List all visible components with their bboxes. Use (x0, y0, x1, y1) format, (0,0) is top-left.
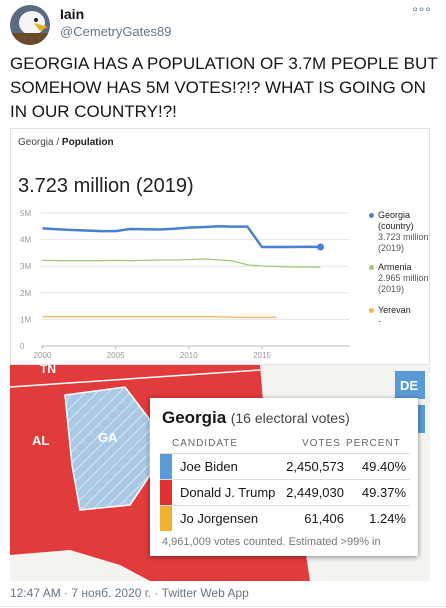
candidate-name: Joe Biden (180, 459, 238, 474)
y-tick-label: 2M (20, 289, 31, 298)
divider (0, 606, 446, 607)
series-line (42, 225, 321, 249)
candidate-row: Joe Biden 2,450,573 49.40% (160, 453, 410, 479)
header: CANDIDATE (172, 438, 239, 449)
legend-name: Georgia (country) (378, 210, 414, 231)
candidate-name: Jo Jorgensen (180, 511, 259, 526)
legend-name: Yerevan (378, 305, 411, 315)
more-menu[interactable]: °°° (412, 4, 432, 20)
avatar[interactable] (10, 5, 50, 45)
percent: 49.37% (361, 485, 406, 500)
series-line (42, 316, 277, 318)
candidate-name: Donald J. Trump (180, 485, 276, 500)
candidate-row: Jo Jorgensen 61,406 1.24% (160, 505, 410, 531)
map-label: TN (40, 365, 56, 376)
legend-note: (2019) (378, 243, 405, 253)
de-box[interactable] (395, 371, 425, 399)
y-tick-label: 5M (20, 209, 31, 218)
crumb[interactable]: Georgia (18, 137, 54, 148)
y-tick-label: 4M (20, 236, 31, 245)
footer: 4,961,009 votes counted. Estimated >99% … (162, 536, 381, 548)
party-swatch (160, 454, 172, 479)
result-popup: Georgia (16 electoral votes) CANDIDATE V… (150, 398, 418, 556)
chart-title: 3.723 million (2019) (18, 175, 194, 197)
y-tick-label: 3M (20, 262, 31, 271)
electoral-votes: (16 electoral votes) (230, 410, 350, 426)
legend-note: - (378, 316, 381, 326)
legend-note: 2.965 million (378, 273, 429, 283)
map-label: AL (32, 433, 49, 448)
gulf (10, 550, 150, 581)
legend-note: 3.723 million (378, 232, 429, 242)
tweet-text: GEORGIA HAS A POPULATION OF 3.7M PEOPLE … (10, 54, 438, 121)
breadcrumb: Georgia / Population (18, 137, 114, 148)
y-tick-label: 0 (20, 342, 25, 351)
legend-dot (369, 265, 374, 270)
legend-note: (2019) (378, 284, 405, 294)
legend-entry: Armenia 2.965 million (2019) (369, 262, 438, 295)
crumb: Population (61, 137, 114, 148)
chart: 3.723 million (2019) 0 1M 2M 3M 4M 5M 2000 2005… (18, 175, 350, 360)
author-handle[interactable]: @CemetryGates89 (60, 24, 172, 39)
legend-name: Armenia (378, 262, 412, 272)
legend-entry: Georgia (country) 3.723 million (2019) (369, 210, 438, 254)
timestamp[interactable]: 12:47 AM · 7 нояб. 2020 г. · Twitter Web… (10, 586, 249, 600)
header: VOTES (302, 438, 341, 449)
header: PERCENT (346, 438, 401, 449)
map-label: DE (400, 378, 418, 393)
percent: 1.24% (369, 511, 406, 526)
x-tick-label: 2005 (107, 351, 125, 360)
state-name: Georgia (162, 408, 227, 427)
author-name[interactable]: Iain (60, 6, 85, 22)
votes: 61,406 (304, 511, 344, 526)
x-tick-label: 2000 (34, 351, 52, 360)
x-tick-label: 2010 (180, 351, 198, 360)
party-swatch (160, 480, 172, 505)
party-swatch (160, 506, 172, 531)
y-tick-label: 1M (20, 315, 31, 324)
legend-entry: Yerevan - (369, 305, 438, 327)
map-label: GA (98, 430, 118, 445)
border (10, 369, 261, 388)
x-tick-label: 2015 (253, 351, 271, 360)
georgia-state[interactable] (64, 386, 151, 511)
series-line (42, 258, 321, 268)
legend-dot (369, 308, 374, 313)
candidate-row: Donald J. Trump 2,449,030 49.37% (160, 479, 410, 505)
votes: 2,449,030 (286, 485, 344, 500)
chart-panel (10, 128, 430, 365)
votes: 2,450,573 (286, 459, 344, 474)
legend-dot (369, 213, 374, 218)
end-marker (317, 243, 325, 251)
percent: 49.40% (361, 459, 406, 474)
